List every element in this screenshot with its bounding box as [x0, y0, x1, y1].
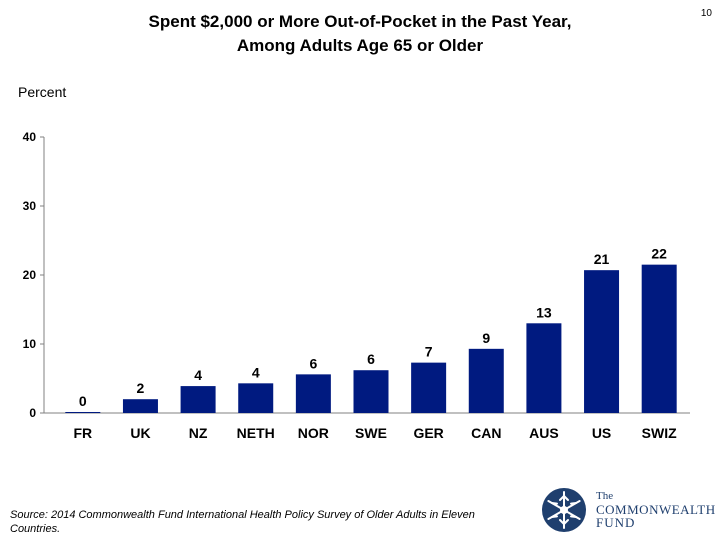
y-axis-label: Percent — [18, 84, 67, 100]
data-label-swe: 6 — [367, 351, 375, 367]
data-label-us: 21 — [594, 251, 610, 267]
category-label-nor: NOR — [298, 425, 329, 441]
bar-can — [468, 348, 504, 413]
logo-text-commonwealth: COMMONWEALTH — [596, 502, 716, 517]
category-label-fr: FR — [73, 425, 92, 441]
chart-title-line2: Among Adults Age 65 or Older — [236, 36, 484, 55]
logo-text-fund: FUND — [596, 515, 636, 530]
bar-neth — [238, 383, 274, 413]
snowflake-emblem-icon — [542, 488, 586, 532]
bar-nor — [295, 374, 331, 413]
category-label-ger: GER — [413, 425, 443, 441]
data-label-neth: 4 — [252, 364, 260, 380]
commonwealth-fund-logo: The COMMONWEALTH FUND — [540, 486, 715, 534]
category-label-nz: NZ — [189, 425, 208, 441]
logo-wordmark: The COMMONWEALTH FUND — [596, 490, 716, 529]
data-label-swiz: 22 — [651, 246, 667, 262]
logo-text-the: The — [596, 490, 614, 502]
data-label-can: 9 — [482, 330, 490, 346]
y-tick-label: 0 — [29, 406, 36, 420]
source-note: Source: 2014 Commonwealth Fund Internati… — [10, 509, 475, 535]
category-label-swe: SWE — [355, 425, 387, 441]
category-label-swiz: SWIZ — [642, 425, 677, 441]
bar-fr — [65, 412, 101, 413]
y-tick-label: 40 — [23, 130, 37, 144]
category-label-neth: NETH — [237, 425, 275, 441]
category-label-uk: UK — [130, 425, 150, 441]
page-number: 10 — [700, 8, 712, 19]
data-label-nz: 4 — [194, 367, 202, 383]
category-label-can: CAN — [471, 425, 501, 441]
bar-swe — [353, 370, 389, 413]
data-label-uk: 2 — [137, 380, 145, 396]
y-tick-label: 30 — [23, 199, 37, 213]
data-label-nor: 6 — [309, 355, 317, 371]
bar-swiz — [641, 264, 677, 413]
y-tick-label: 10 — [23, 337, 37, 351]
bar-uk — [122, 399, 158, 413]
chart-title-line1: Spent $2,000 or More Out-of-Pocket in th… — [148, 12, 572, 31]
category-label-aus: AUS — [529, 425, 559, 441]
bar-ger — [411, 362, 447, 413]
data-label-aus: 13 — [536, 304, 552, 320]
y-tick-label: 20 — [23, 268, 37, 282]
bar-us — [584, 270, 620, 413]
bar-nz — [180, 386, 216, 413]
category-label-us: US — [592, 425, 611, 441]
data-label-ger: 7 — [425, 344, 433, 360]
bar-aus — [526, 323, 562, 413]
chart-title: Spent $2,000 or More Out-of-Pocket in th… — [60, 10, 660, 58]
data-label-fr: 0 — [79, 393, 87, 409]
